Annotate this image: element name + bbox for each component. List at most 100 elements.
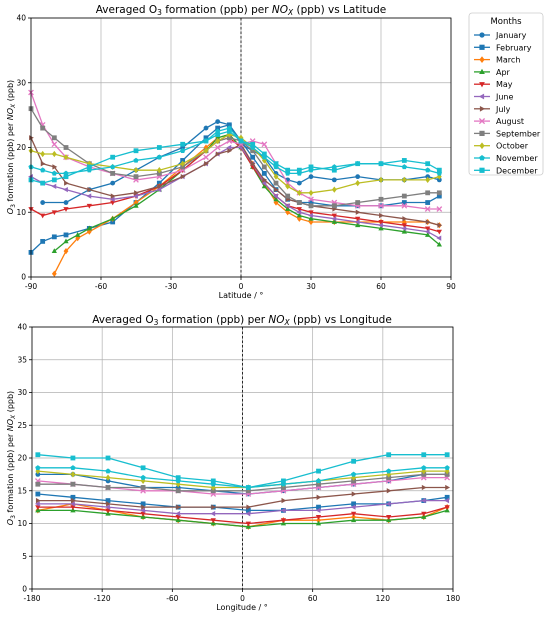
- latitude-point-january: [331, 177, 337, 183]
- longitude-point-december: [210, 478, 216, 484]
- latitude-point-october: [401, 176, 407, 183]
- longitude-point-october: [70, 471, 76, 478]
- legend-marker-july: [479, 105, 486, 112]
- latitude-point-february: [250, 154, 256, 160]
- latitude-point-january: [40, 200, 46, 205]
- legend-entry-may: May: [474, 80, 513, 89]
- longitude-x-axis-label: Longitude / °: [216, 603, 268, 612]
- longitude-point-july: [71, 497, 76, 504]
- longitude-y-tick-label: 0: [22, 585, 27, 594]
- longitude-ticks: -180 -120 -60 0 60 120 180 0 5 10 15 20 25 30 35 40: [17, 323, 460, 603]
- latitude-point-june: [401, 225, 407, 232]
- latitude-point-july: [52, 164, 58, 170]
- longitude-point-may: [315, 515, 322, 520]
- latitude-point-october: [285, 183, 291, 190]
- latitude-point-september: [308, 203, 314, 209]
- latitude-point-september: [331, 203, 337, 209]
- latitude-point-july: [157, 183, 163, 189]
- latitude-point-apr: [425, 232, 431, 237]
- latitude-point-june: [273, 193, 278, 199]
- longitude-point-may: [421, 511, 427, 517]
- legend-box: [468, 12, 544, 176]
- legend-entry-november: November: [474, 154, 538, 163]
- latitude-point-apr: [436, 241, 442, 247]
- latitude-point-september: [133, 174, 139, 180]
- longitude-point-apr: [315, 520, 322, 526]
- longitude-series-may: [35, 505, 450, 527]
- latitude-point-august: [424, 206, 431, 212]
- longitude-x-tick-label: 120: [376, 594, 391, 603]
- latitude-point-apr: [75, 232, 81, 237]
- longitude-point-september: [316, 481, 321, 487]
- latitude-point-september: [355, 200, 361, 205]
- latitude-point-july: [250, 161, 256, 167]
- latitude-point-december: [436, 167, 442, 173]
- longitude-point-july: [246, 504, 252, 510]
- legend-marker-february: [479, 44, 485, 50]
- latitude-point-apr: [331, 219, 337, 224]
- latitude-point-december: [180, 141, 186, 147]
- latitude-point-september: [250, 148, 256, 154]
- longitude-point-december: [444, 452, 450, 458]
- latitude-point-apr: [378, 225, 384, 231]
- latitude-point-july: [274, 186, 279, 193]
- latitude-point-december: [226, 128, 232, 134]
- latitude-point-december: [156, 145, 162, 150]
- latitude-point-november: [133, 157, 139, 163]
- latitude-ticks: -90 -60 -30 0 30 60 90 0 10 20 30 40: [16, 14, 456, 291]
- legend-marker-december: [479, 167, 485, 173]
- latitude-y-tick-label: 40: [16, 14, 26, 23]
- longitude-point-february: [316, 504, 321, 510]
- longitude-point-november: [421, 465, 427, 471]
- latitude-point-september: [436, 190, 442, 196]
- longitude-x-tick-label: 60: [308, 594, 318, 603]
- latitude-point-february: [436, 193, 442, 199]
- legend-entry-july: July: [474, 105, 511, 114]
- longitude-point-december: [70, 455, 76, 461]
- longitude-point-january: [35, 471, 41, 477]
- latitude-point-apr: [86, 225, 92, 231]
- latitude-point-march: [51, 270, 57, 277]
- latitude-point-february: [180, 158, 186, 163]
- latitude-point-october: [378, 176, 384, 183]
- latitude-point-apr: [401, 228, 407, 234]
- longitude-point-march: [316, 517, 321, 524]
- longitude-x-tick-label: 0: [240, 594, 245, 603]
- latitude-point-may: [51, 210, 57, 216]
- latitude-point-march: [308, 218, 314, 226]
- longitude-point-may: [70, 505, 76, 511]
- latitude-point-june: [424, 229, 430, 235]
- latitude-point-august: [378, 202, 384, 209]
- latitude-point-may: [401, 223, 407, 229]
- latitude-y-axis-label: O3 formation (ppb) per NOX (ppb): [6, 80, 17, 214]
- legend: Months January February March Apr May June Jul…: [468, 12, 544, 176]
- legend-label-february: February: [496, 43, 532, 52]
- longitude-point-february: [35, 491, 41, 497]
- latitude-point-december: [51, 177, 57, 183]
- longitude-point-september: [351, 478, 356, 484]
- latitude-point-january: [215, 119, 221, 124]
- latitude-point-september: [40, 125, 46, 131]
- legend-label-november: November: [496, 154, 538, 163]
- longitude-point-march: [351, 513, 356, 521]
- longitude-series-june: [34, 497, 450, 517]
- latitude-point-february: [401, 200, 407, 205]
- latitude-point-july: [215, 151, 221, 157]
- longitude-point-february: [444, 494, 450, 500]
- latitude-point-july: [64, 180, 69, 186]
- latitude-point-october: [425, 176, 431, 183]
- longitude-y-tick-label: 10: [17, 519, 27, 528]
- longitude-point-june: [315, 507, 321, 514]
- latitude-point-september: [51, 135, 57, 141]
- latitude-point-may: [436, 229, 442, 235]
- latitude-point-may: [110, 200, 116, 206]
- longitude-point-may: [140, 511, 146, 517]
- latitude-point-august: [203, 154, 209, 161]
- latitude-point-november: [401, 164, 407, 170]
- latitude-point-january: [436, 177, 442, 183]
- legend-entry-december: December: [474, 166, 538, 175]
- latitude-point-june: [51, 183, 57, 189]
- latitude-point-july: [355, 209, 361, 215]
- longitude-point-june: [385, 501, 391, 507]
- latitude-point-january: [296, 180, 302, 186]
